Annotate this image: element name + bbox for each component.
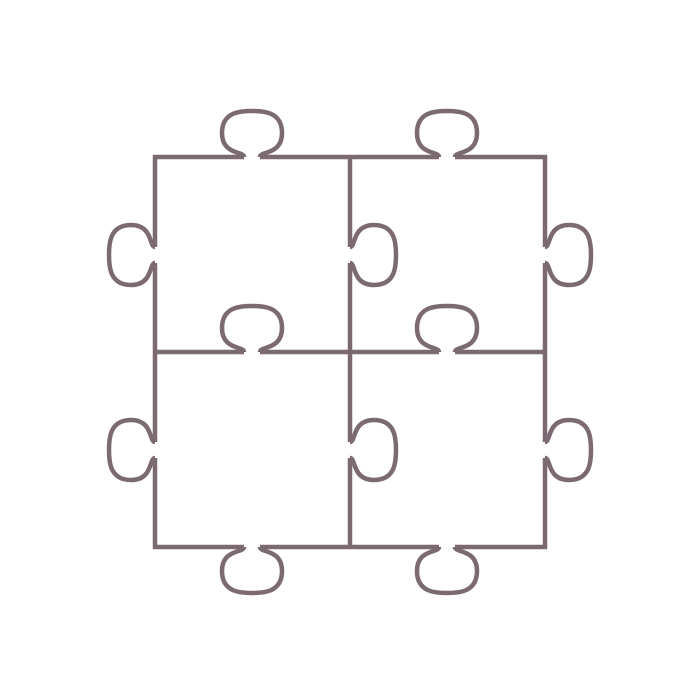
middle-vertical-tab-1 <box>348 222 399 288</box>
top-tab-2 <box>414 108 480 159</box>
bottom-tab-2 <box>414 545 480 596</box>
puzzle-pieces <box>106 108 594 596</box>
middle-vertical-tab-2 <box>348 417 399 483</box>
middle-horizontal-tab-2 <box>414 303 480 354</box>
right-tab-2 <box>543 417 594 483</box>
left-tab-2 <box>106 417 157 483</box>
bottom-tab-1 <box>219 545 285 596</box>
left-tab-1 <box>106 222 157 288</box>
top-tab-1 <box>219 108 285 159</box>
middle-horizontal-tab-1 <box>219 303 285 354</box>
right-tab-1 <box>543 222 594 288</box>
